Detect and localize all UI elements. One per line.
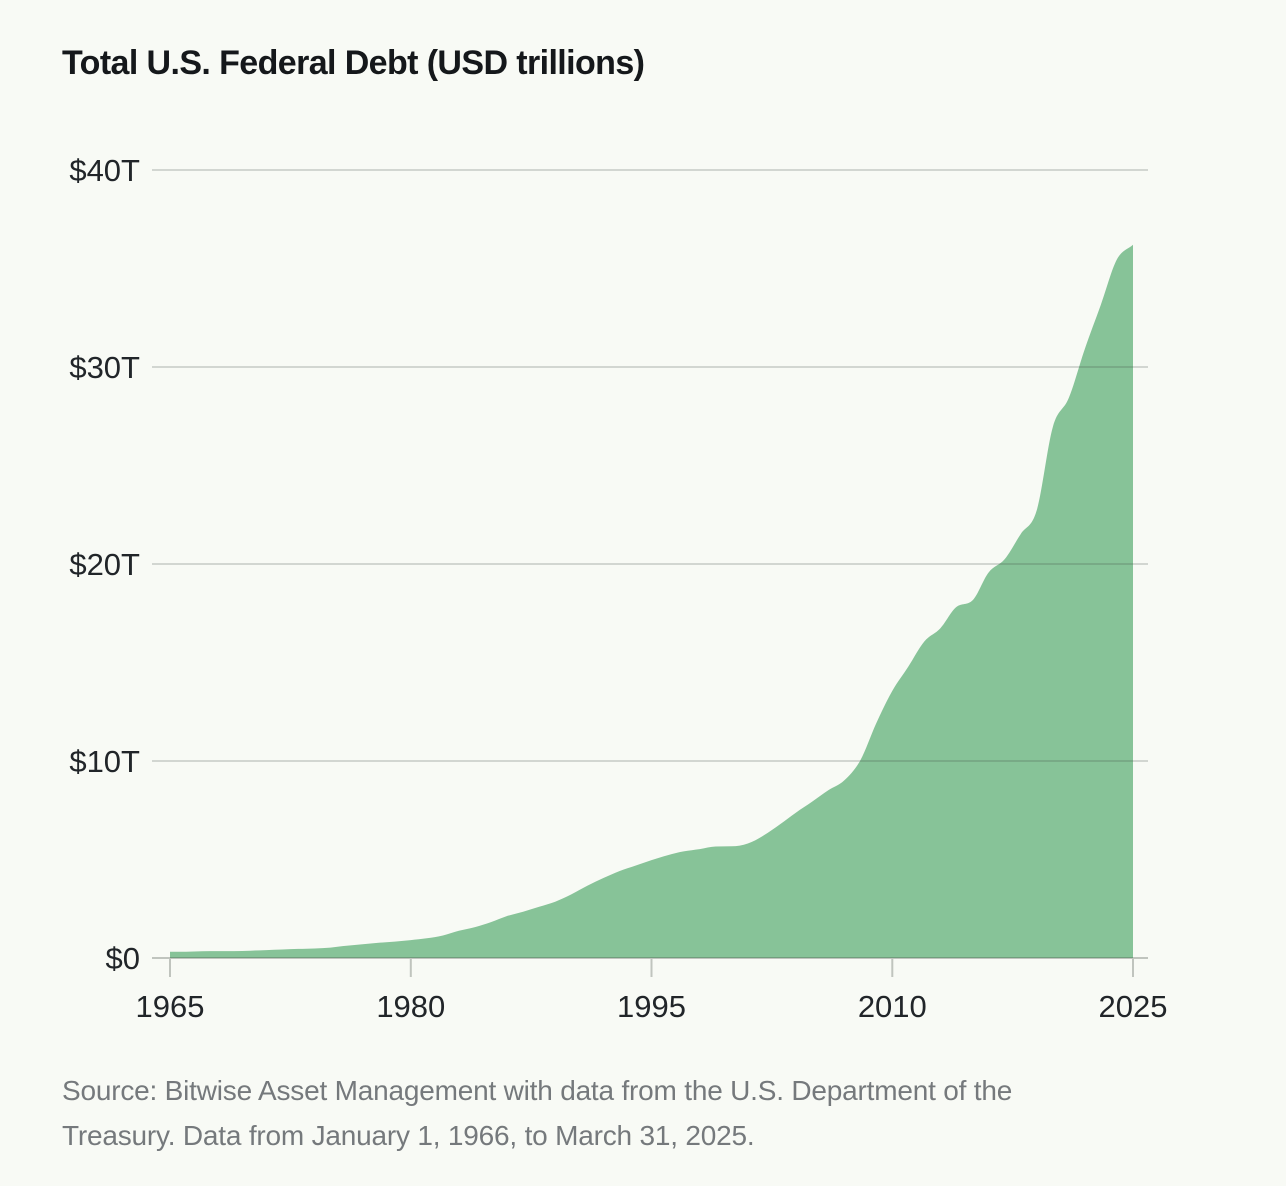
y-tick-label-$40T: $40T [69, 153, 140, 188]
x-tick-label-1980: 1980 [376, 989, 445, 1024]
y-tick-label-$10T: $10T [69, 744, 140, 779]
y-tick-label-$0: $0 [106, 941, 140, 976]
source-note: Source: Bitwise Asset Management with da… [62, 1068, 1222, 1158]
chart-title: Total U.S. Federal Debt (USD trillions) [62, 44, 645, 82]
x-tick-label-2025: 2025 [1099, 989, 1168, 1024]
source-line-1: Source: Bitwise Asset Management with da… [62, 1075, 1013, 1106]
source-line-2: Treasury. Data from January 1, 1966, to … [62, 1120, 755, 1151]
x-tick-label-2010: 2010 [858, 989, 927, 1024]
y-tick-label-$30T: $30T [69, 350, 140, 385]
x-tick-label-1995: 1995 [617, 989, 686, 1024]
y-tick-label-$20T: $20T [69, 547, 140, 582]
x-tick-label-1965: 1965 [136, 989, 205, 1024]
area-series-total-debt [170, 244, 1133, 958]
